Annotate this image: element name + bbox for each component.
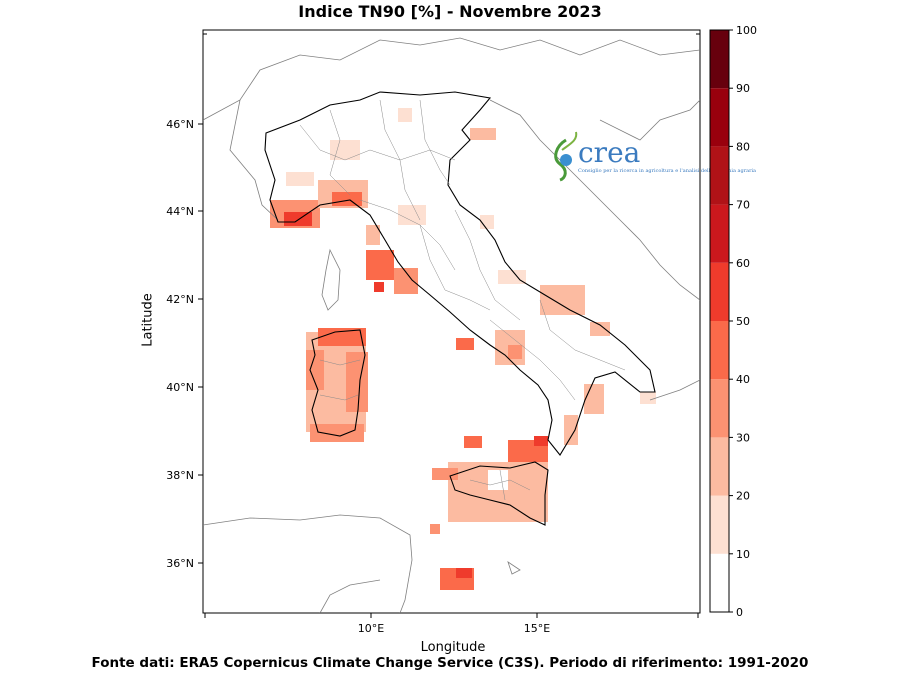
cell-lazio-1 <box>456 338 474 350</box>
x-tick-10e: 10°E <box>358 622 384 635</box>
cell-liguria-mid <box>332 192 362 206</box>
cell-egadi <box>432 468 458 480</box>
logo-subtitle: Consiglio per la ricerca in agricoltura … <box>578 168 756 174</box>
colorbar-label: 90 <box>736 82 750 95</box>
logo-text: crea <box>578 136 640 169</box>
colorbar-segment <box>710 262 729 321</box>
cell-piemonte <box>286 172 314 186</box>
colorbar-label: 80 <box>736 140 750 153</box>
cell-friuli <box>470 128 496 140</box>
cell-pantelleria <box>430 524 440 534</box>
cell-calabria <box>564 415 578 445</box>
cell-alps <box>398 108 412 122</box>
cell-puglia <box>590 322 610 336</box>
italy-outline <box>264 91 656 526</box>
colorbar-label: 20 <box>736 490 750 503</box>
source-footer: Fonte dati: ERA5 Copernicus Climate Chan… <box>91 655 809 671</box>
colorbar-label: 30 <box>736 431 750 444</box>
province-borders <box>299 99 626 501</box>
map-layer <box>203 37 700 613</box>
colorbar-segment <box>710 379 729 438</box>
cell-elba <box>374 282 384 292</box>
y-tick-42n: 42°N <box>166 293 194 306</box>
colorbar-label: 10 <box>736 548 750 561</box>
cell-abruzzo <box>498 270 526 284</box>
colorbar-segment <box>710 146 729 205</box>
anomaly-cells <box>270 108 656 590</box>
crea-logo: crea Consiglio per la ricerca in agricol… <box>554 131 756 182</box>
colorbar-label: 60 <box>736 257 750 270</box>
colorbar-label: 70 <box>736 199 750 212</box>
colorbar-segment <box>710 30 729 89</box>
map-title: Indice TN90 [%] - Novembre 2023 <box>298 2 602 21</box>
colorbar-segment <box>710 88 729 147</box>
neighbour-borders <box>203 37 700 613</box>
cell-basilicata <box>584 384 604 414</box>
cell-tirreno <box>464 436 482 448</box>
colorbar-label: 100 <box>736 24 757 37</box>
y-tick-44n: 44°N <box>166 205 194 218</box>
cell-toscana-2 <box>366 250 394 280</box>
cell-toscana-4 <box>398 205 426 225</box>
cell-sardegna-west <box>306 350 324 390</box>
cell-salento <box>640 392 656 404</box>
cell-sicilia-low <box>488 470 508 490</box>
colorbar-segment <box>710 495 729 554</box>
colorbar-label: 50 <box>736 315 750 328</box>
colorbar-segment <box>710 437 729 496</box>
cell-pelagie-dark <box>456 568 472 578</box>
y-tick-46n: 46°N <box>166 118 194 131</box>
x-tick-15e: 15°E <box>524 622 550 635</box>
colorbar-segment <box>710 204 729 263</box>
colorbar-segment <box>710 321 729 380</box>
cell-liguria-dark <box>284 212 312 226</box>
colorbar-label: 0 <box>736 606 743 619</box>
colorbar: 0 10 20 30 40 50 60 70 80 90 100 <box>709 24 757 619</box>
x-axis-label: Longitude <box>420 640 486 655</box>
axis-ticks <box>198 33 700 618</box>
cell-toscana-1 <box>366 225 380 245</box>
colorbar-label: 40 <box>736 373 750 386</box>
cell-sardegna-north <box>318 328 366 346</box>
cell-napoli <box>508 345 522 359</box>
plot-frame <box>202 29 701 614</box>
cell-sardegna-south <box>310 424 364 442</box>
cell-lombardia <box>330 140 360 160</box>
logo-drop-icon <box>560 154 572 166</box>
logo-leaf-icon <box>554 138 567 182</box>
y-tick-38n: 38°N <box>166 469 194 482</box>
y-tick-36n: 36°N <box>166 557 194 570</box>
cell-eolie-dark <box>534 436 548 446</box>
y-axis-label: Latitude <box>140 293 156 347</box>
logo-sprout-icon <box>561 131 578 151</box>
colorbar-segment <box>710 553 729 612</box>
cell-gargano <box>540 285 585 315</box>
y-tick-40n: 40°N <box>166 381 194 394</box>
